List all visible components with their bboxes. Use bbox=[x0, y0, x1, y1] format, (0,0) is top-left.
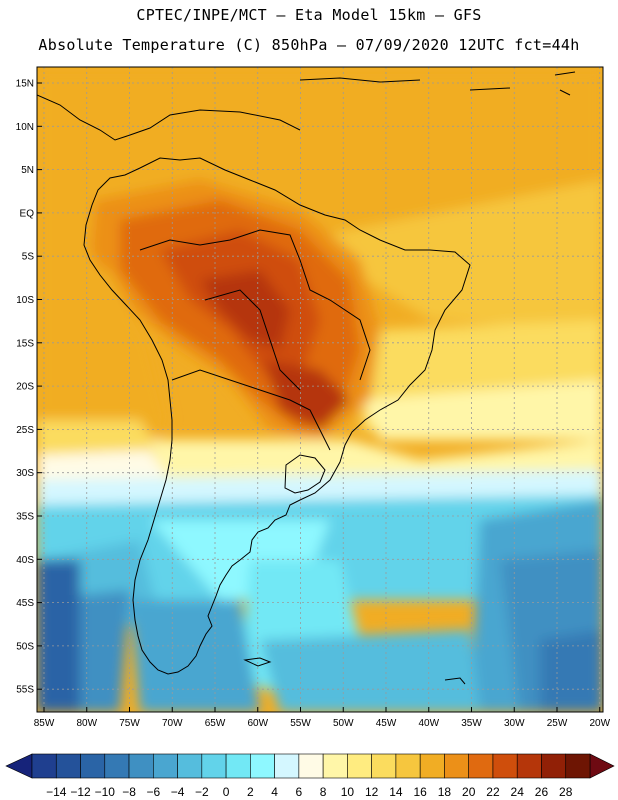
colorbar-label: 26 bbox=[535, 785, 549, 799]
colorbar-swatch bbox=[201, 753, 227, 779]
lat-label: 15N bbox=[16, 79, 34, 90]
coastline-borders bbox=[37, 71, 576, 685]
title-line-1: CPTEC/INPE/MCT – Eta Model 15km – GFS bbox=[136, 6, 482, 24]
colorbar-label: 24 bbox=[511, 785, 525, 799]
colorbar-label: 14 bbox=[389, 785, 403, 799]
colorbar-swatch bbox=[492, 753, 518, 779]
colorbar-label: 4 bbox=[271, 785, 278, 799]
colorbar-label: 20 bbox=[462, 785, 476, 799]
colorbar-label: 22 bbox=[486, 785, 500, 799]
colorbar-swatch bbox=[274, 753, 300, 779]
colorbar-swatch bbox=[444, 753, 469, 779]
longitude-labels: 85W 80W 75W 70W 65W 60W 55W 50W 45W 40W 35W 30W 25W 2… bbox=[34, 718, 611, 729]
lon-label: 30W bbox=[504, 718, 525, 729]
colorbar-swatch bbox=[371, 753, 397, 779]
colorbar-swatch bbox=[104, 753, 130, 779]
lon-label: 20W bbox=[589, 718, 610, 729]
colorbar-swatch bbox=[347, 753, 372, 779]
falkland-islands bbox=[243, 657, 272, 667]
lat-label: 20S bbox=[16, 382, 34, 393]
colorbar-swatch bbox=[516, 753, 542, 779]
colorbar-swatch bbox=[128, 753, 154, 779]
lat-label: 30S bbox=[16, 468, 34, 479]
lon-label: 60W bbox=[247, 718, 268, 729]
colorbar-label: −10 bbox=[95, 785, 116, 799]
colorbar bbox=[5, 753, 615, 779]
lat-lon-grid bbox=[37, 67, 603, 712]
colorbar-label: −6 bbox=[146, 785, 160, 799]
country-border bbox=[171, 369, 331, 451]
colorbar-label: 6 bbox=[296, 785, 303, 799]
colorbar-right-arrow bbox=[589, 753, 615, 779]
title-line-2: Absolute Temperature (C) 850hPa – 07/09/… bbox=[38, 36, 580, 54]
lon-label: 45W bbox=[376, 718, 397, 729]
colorbar-labels: −14 −12 −10 −8 −6 −4 −2 0 2 4 6 8 10 12 14 16 18 20 22 24 26… bbox=[46, 785, 573, 799]
colorbar-swatch bbox=[298, 753, 324, 779]
lat-label: 45S bbox=[16, 598, 34, 609]
colorbar-label: 16 bbox=[413, 785, 427, 799]
lat-label: 5S bbox=[22, 252, 35, 263]
colorbar-swatch bbox=[468, 753, 494, 779]
south-america-coastline bbox=[83, 157, 471, 675]
colorbar-label: 8 bbox=[320, 785, 327, 799]
colorbar-left-arrow bbox=[5, 753, 33, 779]
colorbar-swatch bbox=[541, 753, 567, 779]
colorbar-swatch bbox=[419, 753, 445, 779]
colorbar-label: 10 bbox=[341, 785, 355, 799]
country-border bbox=[284, 454, 326, 494]
colorbar-label: 12 bbox=[365, 785, 379, 799]
lat-label: 10S bbox=[16, 295, 34, 306]
lat-label: EQ bbox=[20, 208, 35, 219]
lon-label: 50W bbox=[333, 718, 354, 729]
colorbar-swatch bbox=[31, 753, 57, 779]
lat-label: 5N bbox=[21, 165, 34, 176]
map-frame bbox=[36, 66, 604, 713]
colorbar-label: −12 bbox=[70, 785, 91, 799]
central-america-coast bbox=[37, 94, 301, 141]
lat-label: 25S bbox=[16, 425, 34, 436]
colorbar-label: 28 bbox=[559, 785, 573, 799]
colorbar-label: 18 bbox=[438, 785, 452, 799]
lon-label: 70W bbox=[162, 718, 183, 729]
lon-label: 35W bbox=[461, 718, 482, 729]
colorbar-label: −14 bbox=[46, 785, 67, 799]
colorbar-swatch bbox=[80, 753, 106, 779]
lon-label: 75W bbox=[119, 718, 140, 729]
lat-label: 50S bbox=[16, 641, 34, 652]
lat-label: 35S bbox=[16, 512, 34, 523]
colorbar-label: 0 bbox=[223, 785, 230, 799]
lon-label: 40W bbox=[418, 718, 439, 729]
lon-label: 85W bbox=[34, 718, 55, 729]
caribbean-islands bbox=[299, 71, 576, 96]
lat-label: 55S bbox=[16, 685, 34, 696]
colorbar-label: 2 bbox=[247, 785, 254, 799]
colorbar-swatch bbox=[322, 753, 348, 779]
country-border bbox=[204, 289, 301, 391]
lon-label: 65W bbox=[205, 718, 226, 729]
lat-label: 10N bbox=[16, 122, 34, 133]
colorbar-swatch bbox=[250, 753, 275, 779]
colorbar-swatch bbox=[55, 753, 81, 779]
temperature-field bbox=[37, 67, 603, 712]
lon-label: 80W bbox=[76, 718, 97, 729]
colorbar-label: −2 bbox=[195, 785, 209, 799]
colorbar-label: −8 bbox=[122, 785, 136, 799]
colorbar-swatch bbox=[565, 753, 591, 779]
south-georgia bbox=[444, 677, 466, 685]
lat-label: 40S bbox=[16, 555, 34, 566]
country-border bbox=[139, 229, 371, 381]
colorbar-label: −4 bbox=[171, 785, 185, 799]
colorbar-swatch bbox=[225, 753, 251, 779]
lat-label: 15S bbox=[16, 338, 34, 349]
lon-label: 25W bbox=[547, 718, 568, 729]
lon-label: 55W bbox=[290, 718, 311, 729]
colorbar-swatch bbox=[153, 753, 178, 779]
latitude-labels: 15N 10N 5N EQ 5S 10S 15S 20S 25S 30S 35S 40S 45S 50S 5… bbox=[16, 79, 35, 696]
colorbar-swatch bbox=[177, 753, 203, 779]
colorbar-swatch bbox=[395, 753, 421, 779]
